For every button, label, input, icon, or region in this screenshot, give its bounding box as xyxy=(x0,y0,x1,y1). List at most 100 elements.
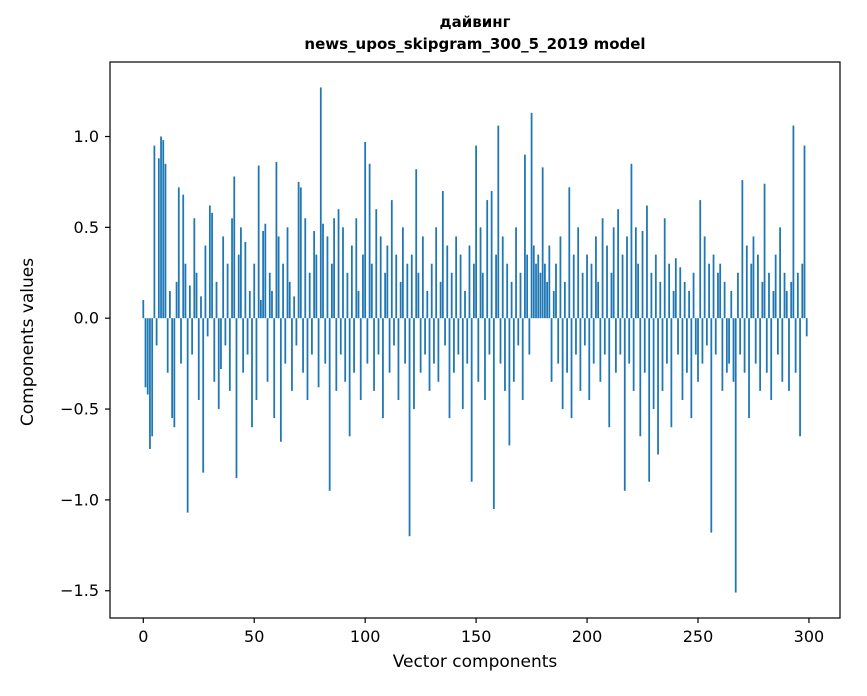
chart-title: дайвинг news_upos_skipgram_300_5_2019 mo… xyxy=(110,12,840,56)
bar xyxy=(193,218,196,319)
bar xyxy=(455,236,458,319)
bar xyxy=(512,318,515,382)
bar xyxy=(299,187,302,319)
bar xyxy=(776,318,779,355)
bar xyxy=(470,318,473,482)
bar xyxy=(772,290,775,319)
bar xyxy=(184,263,187,319)
bar xyxy=(601,218,604,319)
bar xyxy=(759,318,762,391)
bar xyxy=(637,263,639,319)
bar xyxy=(319,87,322,319)
bar xyxy=(453,318,455,373)
bar xyxy=(308,272,311,319)
bar xyxy=(577,227,580,319)
bar xyxy=(433,318,435,364)
bar xyxy=(504,318,506,391)
bar xyxy=(479,227,482,319)
bar xyxy=(641,230,644,319)
bar xyxy=(328,318,331,491)
bar xyxy=(490,191,493,319)
bar xyxy=(302,318,304,373)
bar xyxy=(477,318,480,382)
bar xyxy=(388,318,391,373)
bar xyxy=(734,318,737,593)
bar xyxy=(215,281,218,319)
bar xyxy=(679,267,682,319)
bar xyxy=(142,300,145,319)
bar xyxy=(634,227,637,319)
bar xyxy=(211,212,213,319)
bar xyxy=(382,318,384,419)
bar xyxy=(745,245,748,319)
bar xyxy=(683,281,686,319)
bar xyxy=(408,318,411,537)
bar xyxy=(337,209,340,319)
bar xyxy=(552,290,555,319)
bar xyxy=(621,254,624,319)
bar xyxy=(169,290,171,319)
bar xyxy=(419,318,422,373)
bar xyxy=(563,281,566,319)
bar xyxy=(546,281,548,319)
bar xyxy=(583,318,586,346)
bar xyxy=(322,223,324,319)
bar xyxy=(153,145,156,319)
bar xyxy=(521,318,524,400)
bar xyxy=(459,254,462,319)
bar xyxy=(331,263,333,319)
bar xyxy=(415,169,418,319)
bar xyxy=(752,236,755,319)
bar xyxy=(357,290,360,319)
bar xyxy=(557,318,560,364)
bar xyxy=(595,236,597,319)
bar xyxy=(344,318,347,382)
bar xyxy=(171,318,174,419)
bar xyxy=(770,318,773,400)
bar xyxy=(643,318,646,373)
axes-spines xyxy=(109,61,841,619)
y-axis-label: Components values xyxy=(18,257,38,427)
bar xyxy=(632,318,635,391)
bar xyxy=(251,318,253,428)
y-tick-label: −0.5 xyxy=(60,400,99,419)
bar xyxy=(799,318,801,437)
bar xyxy=(528,318,531,355)
bar xyxy=(277,236,280,319)
bar xyxy=(757,254,759,319)
bar xyxy=(200,296,202,319)
bar xyxy=(508,318,511,446)
bar xyxy=(160,136,162,319)
bar xyxy=(661,318,664,391)
bar xyxy=(379,236,382,319)
bar xyxy=(672,290,675,319)
bar xyxy=(228,318,231,391)
bar xyxy=(666,318,668,364)
bar xyxy=(761,281,764,319)
bar xyxy=(333,218,335,319)
bar xyxy=(692,272,695,319)
bar xyxy=(517,318,520,346)
bar xyxy=(575,318,577,355)
bar xyxy=(377,318,380,355)
bar xyxy=(619,318,622,355)
bar xyxy=(235,318,238,479)
bar xyxy=(612,227,615,319)
bar xyxy=(688,290,691,319)
bar xyxy=(572,254,575,319)
bar xyxy=(515,227,517,319)
bar xyxy=(717,272,719,319)
bar xyxy=(439,281,442,319)
bar xyxy=(603,318,606,355)
bar xyxy=(231,218,233,319)
bar xyxy=(222,236,225,319)
bar xyxy=(608,318,611,428)
bar xyxy=(346,272,349,319)
bar xyxy=(532,245,535,319)
bar xyxy=(501,236,504,319)
bar xyxy=(730,290,733,319)
bar xyxy=(506,263,509,319)
bar xyxy=(208,205,211,319)
bar xyxy=(386,245,389,319)
